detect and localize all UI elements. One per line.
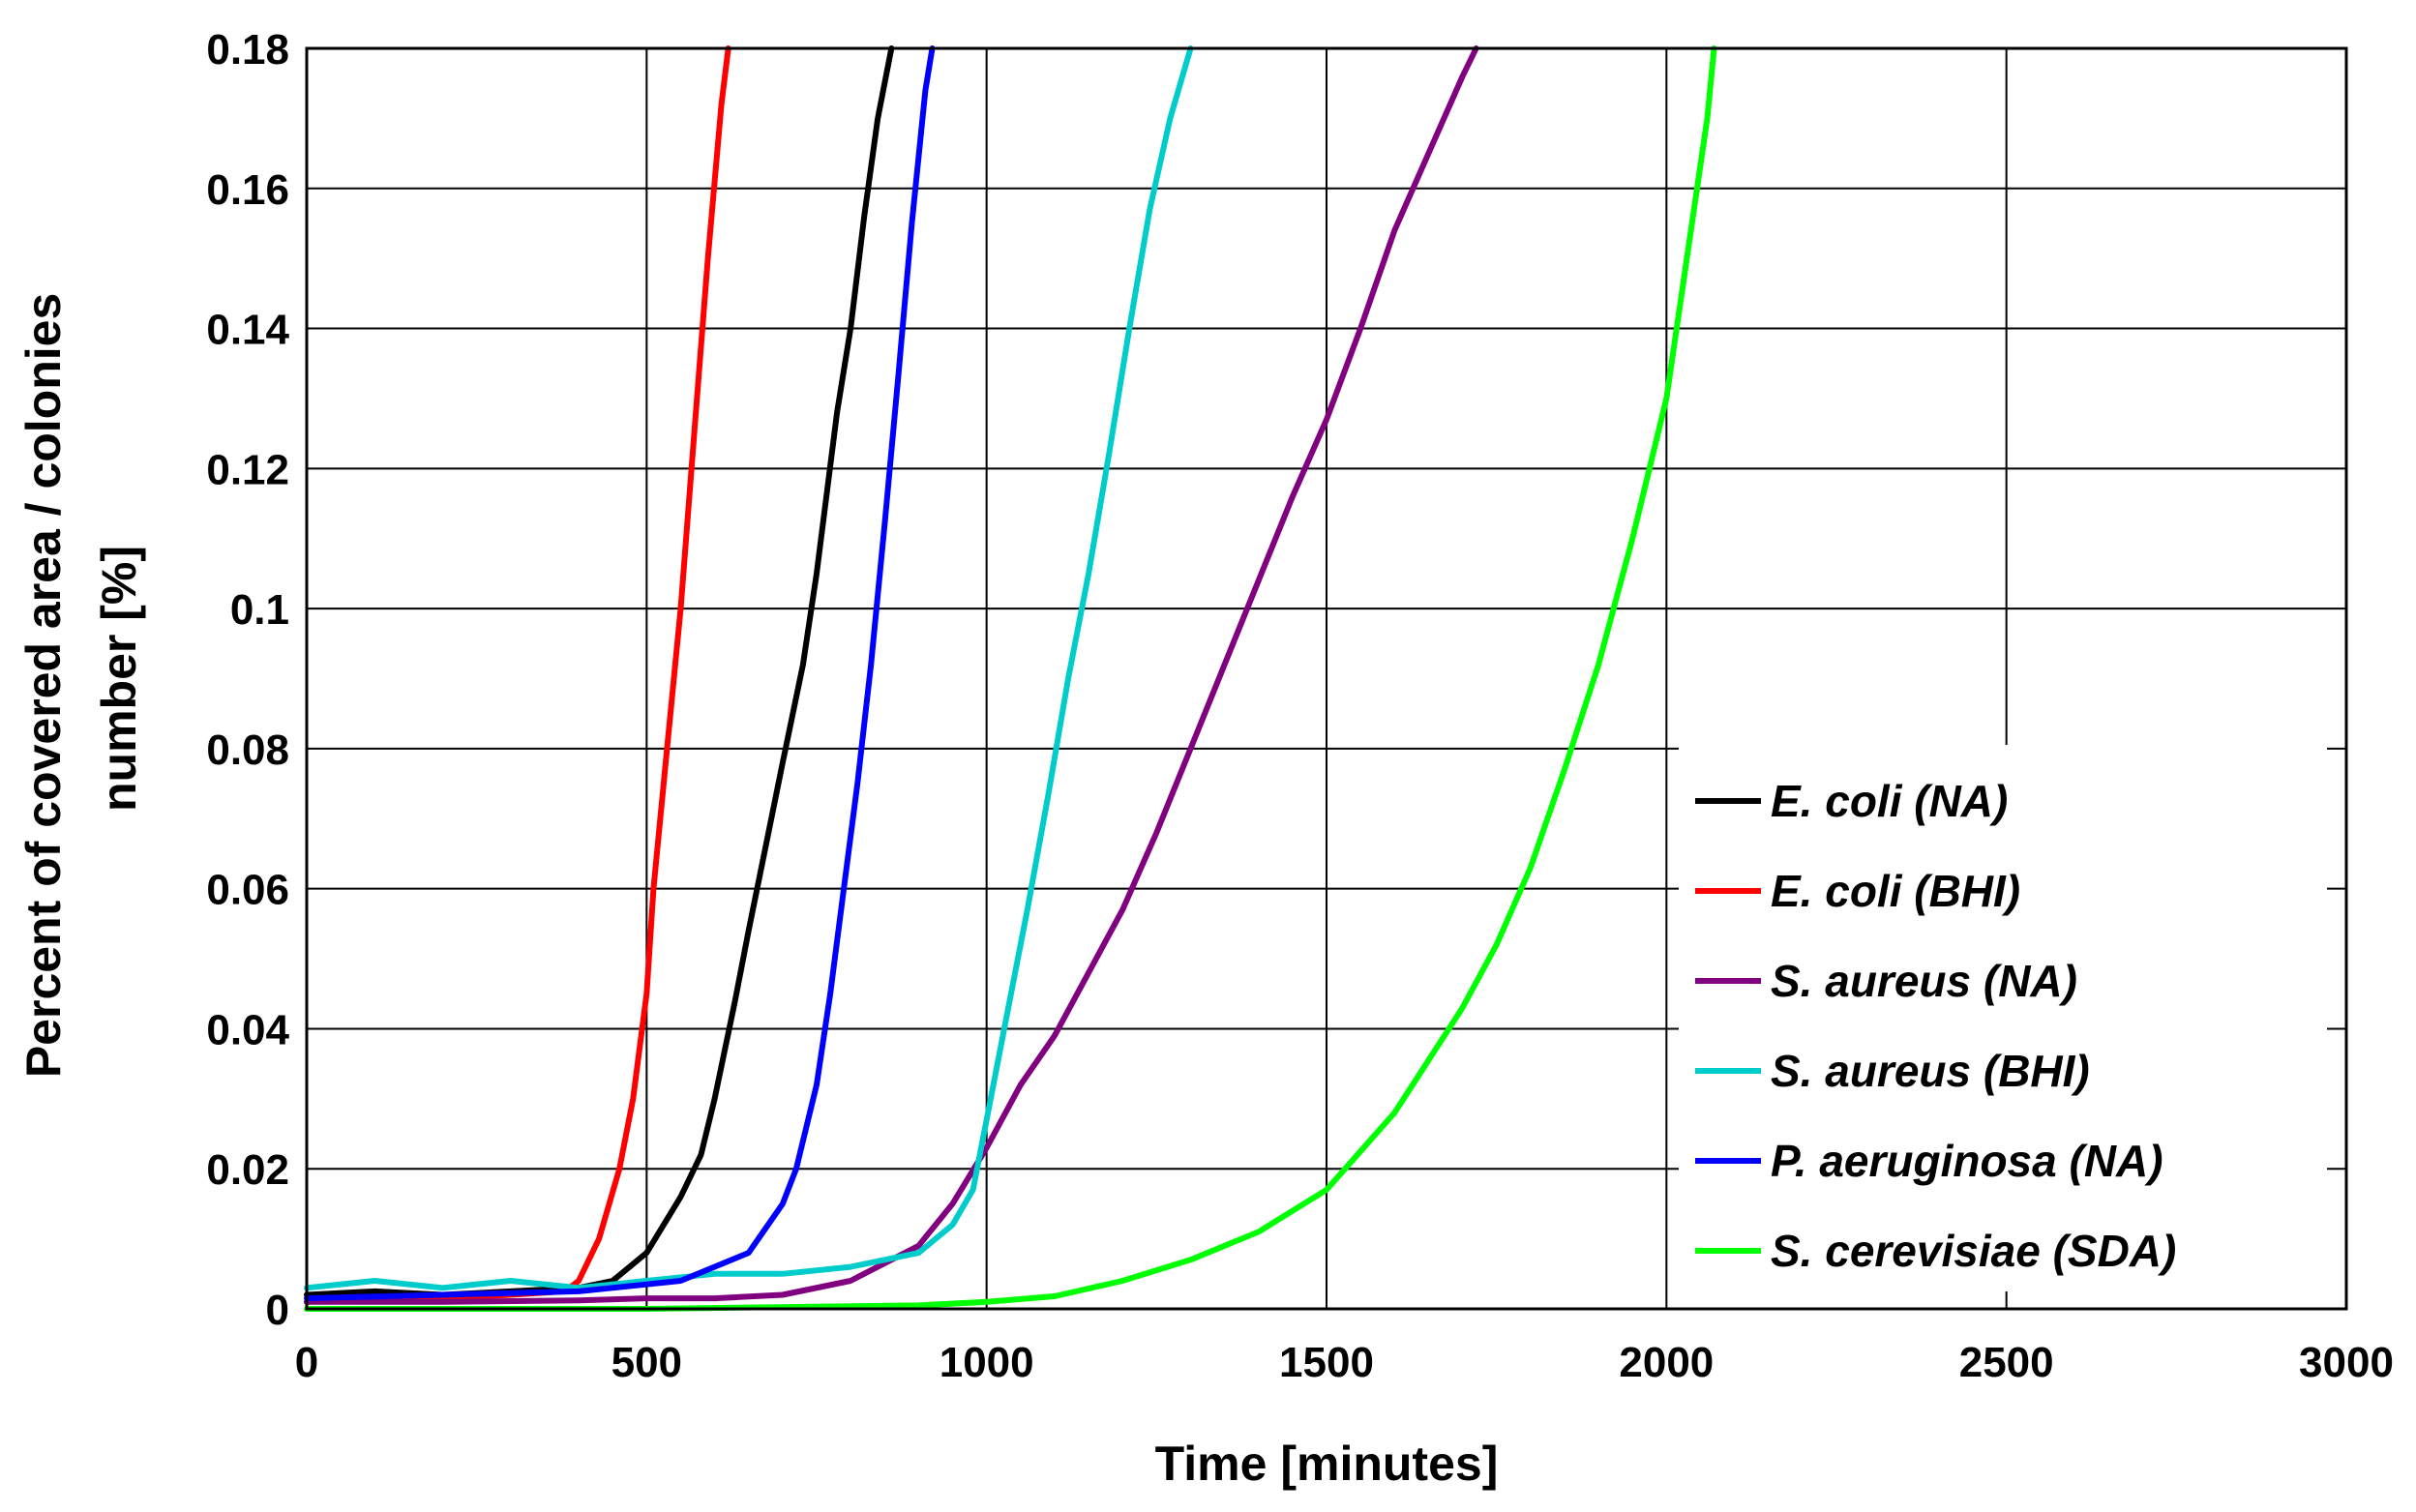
series-line-5 xyxy=(304,45,936,1302)
y-tick-label: 0.18 xyxy=(206,26,289,74)
y-tick-label: 0.08 xyxy=(206,726,289,774)
x-tick-label: 3000 xyxy=(2299,1339,2394,1386)
y-tick-label: 0.16 xyxy=(206,166,289,214)
legend-background xyxy=(1679,745,2327,1291)
x-tick-label: 2500 xyxy=(1959,1339,2054,1386)
legend-label-5: P. aeruginosa (NA) xyxy=(1771,1136,2163,1186)
legend-label-1: E. coli (NA) xyxy=(1771,776,2008,826)
y-tick-label: 0.02 xyxy=(206,1146,289,1194)
series-line-3 xyxy=(304,45,1479,1305)
legend-label-4: S. aureus (BHI) xyxy=(1771,1046,2090,1096)
legend: E. coli (NA) E. coli (BHI) S. aureus (NA) S… xyxy=(1679,745,2327,1291)
y-tick-label: 0.04 xyxy=(206,1006,289,1053)
series-lines xyxy=(304,45,1717,1312)
y-tick-label: 0.14 xyxy=(206,307,289,354)
x-axis-title: Time [minutes] xyxy=(1155,1437,1499,1491)
y-tick-label: 0.12 xyxy=(206,446,289,493)
x-tick-label: 500 xyxy=(611,1339,682,1386)
x-tick-label: 1500 xyxy=(1279,1339,1374,1386)
y-axis-title: Percent of covered area / colonies numbe… xyxy=(16,280,146,1078)
axis-tick-labels: 0 500 1000 1500 2000 2500 3000 0 0.02 0.04 0.06 0.0… xyxy=(206,26,2394,1386)
plot-area-frame xyxy=(305,46,2348,1311)
x-tick-label: 2000 xyxy=(1619,1339,1714,1386)
y-tick-label: 0.06 xyxy=(206,867,289,914)
x-tick-label: 0 xyxy=(295,1339,318,1386)
y-tick-label: 0.1 xyxy=(230,586,289,634)
y-tick-label: 0 xyxy=(266,1287,289,1334)
legend-label-3: S. aureus (NA) xyxy=(1771,956,2077,1006)
y-axis-title-line-1: Percent of covered area / colonies xyxy=(16,293,71,1078)
series-line-6 xyxy=(304,45,1717,1312)
x-tick-label: 1000 xyxy=(940,1339,1034,1386)
series-line-4 xyxy=(304,45,1194,1291)
legend-label-6: S. cerevisiae (SDA) xyxy=(1771,1226,2176,1276)
y-axis-title-line-2: number [%] xyxy=(92,546,146,812)
legend-label-2: E. coli (BHI) xyxy=(1771,866,2020,916)
